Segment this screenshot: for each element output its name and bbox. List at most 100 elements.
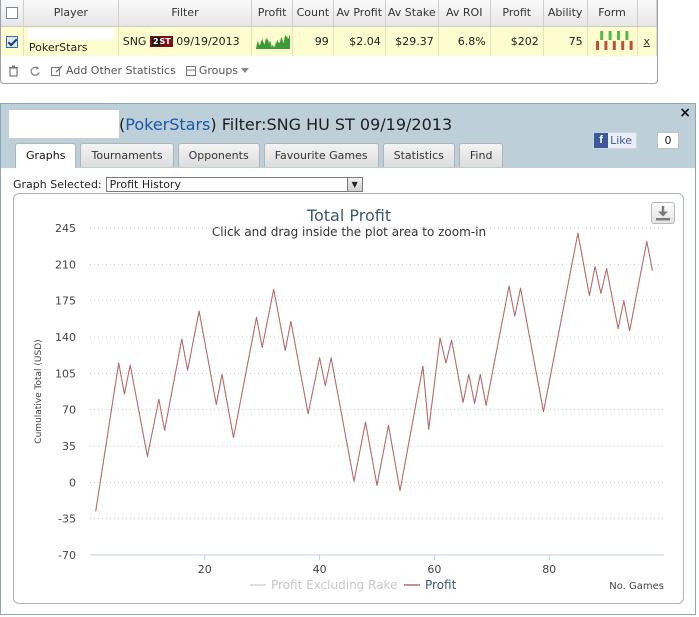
col-profit-graph-header[interactable]: Profit <box>251 0 294 27</box>
tab-favourite-games[interactable]: Favourite Games <box>263 143 379 167</box>
heads-up-st-icon: 2ST <box>149 35 173 47</box>
groups-icon <box>185 65 196 76</box>
graph-select-row: Graph Selected: Profit History ▼ <box>13 177 363 192</box>
row-checkbox[interactable] <box>5 35 18 48</box>
form-loss-bar <box>612 40 616 50</box>
stats-header-row: Player Filter Profit Count Av Profit Av … <box>1 0 658 27</box>
profit-cell: $202 <box>490 26 544 56</box>
player-stats-window: × (PokerStars) Filter:SNG HU ST 09/19/20… <box>0 103 696 615</box>
graph-select-dropdown[interactable]: Profit History ▼ <box>105 177 363 192</box>
chart-subtitle: Click and drag inside the plot area to z… <box>212 225 486 239</box>
sparkline-area <box>256 33 291 49</box>
col-ability-header[interactable]: Ability <box>543 0 588 27</box>
form-win-bar <box>599 30 603 40</box>
window-tabs: Graphs Tournaments Opponents Favourite G… <box>15 143 504 168</box>
chevron-down-icon[interactable]: ▼ <box>346 178 362 191</box>
x-tick-label: 60 <box>427 563 441 576</box>
download-icon <box>656 206 670 221</box>
y-tick-label: 140 <box>55 331 76 344</box>
title-filter: Filter:SNG HU ST 09/19/2013 <box>216 115 453 134</box>
form-win-bar <box>616 30 620 40</box>
refresh-icon[interactable] <box>29 65 41 77</box>
col-form-header[interactable]: Form <box>587 0 638 27</box>
count-cell: 99 <box>292 26 334 56</box>
add-other-statistics-button[interactable]: Add Other Statistics <box>51 64 176 77</box>
form-loss-bar <box>603 40 607 50</box>
profit-sparkline <box>256 33 291 49</box>
filter-date: 09/19/2013 <box>176 34 240 48</box>
select-all-checkbox[interactable] <box>5 7 18 20</box>
col-player-header[interactable]: Player <box>23 0 119 27</box>
y-tick-label: -70 <box>58 549 76 562</box>
form-win-bar <box>624 30 628 40</box>
facebook-icon: f <box>594 133 609 148</box>
av-stake-cell: $29.37 <box>385 26 439 56</box>
chevron-down-icon <box>241 67 250 73</box>
col-filter-header[interactable]: Filter <box>118 0 253 27</box>
x-axis-label: No. Games <box>609 581 664 592</box>
facebook-like-label: Like <box>610 134 632 147</box>
col-remove-header <box>637 0 658 27</box>
player-cell[interactable]: PokerStars <box>23 26 119 56</box>
tab-find[interactable]: Find <box>458 143 504 167</box>
series-line-profit[interactable] <box>95 232 654 512</box>
form-loss-bar <box>595 40 599 50</box>
chart-container[interactable]: Total Profit Click and drag inside the pl… <box>13 193 684 604</box>
y-tick-label: 70 <box>62 404 76 417</box>
col-count-header[interactable]: Count <box>292 0 334 27</box>
y-tick-label: 35 <box>62 440 76 453</box>
close-window-button[interactable]: × <box>679 105 691 121</box>
x-tick-label: 80 <box>542 563 556 576</box>
av-profit-cell: $2.04 <box>333 26 386 56</box>
table-row[interactable]: PokerStars SNG 2ST 09/19/2013 99 $2.04 $… <box>1 26 658 56</box>
tab-graphs[interactable]: Graphs <box>15 143 77 168</box>
form-loss-bar <box>620 40 624 50</box>
form-cell <box>587 26 638 56</box>
ability-cell: 75 <box>543 26 588 56</box>
player-name-redacted <box>9 110 119 138</box>
graph-selected-label: Graph Selected: <box>13 178 102 191</box>
x-tick-label: 40 <box>313 563 327 576</box>
stats-panel: Player Filter Profit Count Av Profit Av … <box>0 0 658 84</box>
legend-item[interactable]: Profit Excluding Rake <box>271 578 397 592</box>
facebook-like-count: 0 <box>657 132 679 149</box>
stats-table: Player Filter Profit Count Av Profit Av … <box>1 0 658 56</box>
av-roi-cell: 6.8% <box>438 26 491 56</box>
legend-item[interactable]: Profit <box>425 578 457 592</box>
select-all-header[interactable] <box>1 0 24 27</box>
player-site: PokerStars <box>28 41 88 54</box>
form-loss-bar <box>629 40 633 50</box>
tab-tournaments[interactable]: Tournaments <box>80 143 174 167</box>
edit-icon <box>51 65 63 76</box>
tab-opponents[interactable]: Opponents <box>177 143 260 167</box>
title-site-link[interactable]: PokerStars <box>125 115 211 134</box>
player-name-redacted <box>27 27 114 40</box>
facebook-like-button[interactable]: f Like <box>593 132 637 149</box>
groups-label: Groups <box>198 64 239 77</box>
remove-row-button[interactable]: x <box>643 34 651 48</box>
y-axis-label: Cumulative Total (USD) <box>34 339 44 443</box>
col-av-roi-header[interactable]: Av ROI <box>438 0 491 27</box>
y-tick-label: 175 <box>55 295 76 308</box>
profit-sparkline-cell <box>251 26 294 56</box>
y-tick-label: 105 <box>55 367 76 380</box>
stats-toolbar: Add Other Statistics Groups <box>1 58 657 83</box>
remove-cell[interactable]: x <box>637 26 658 56</box>
x-tick-label: 20 <box>198 563 212 576</box>
row-checkbox-cell[interactable] <box>1 26 24 56</box>
tab-statistics[interactable]: Statistics <box>382 143 455 167</box>
chart-title: Total Profit <box>306 206 391 225</box>
filter-cell[interactable]: SNG 2ST 09/19/2013 <box>118 26 253 56</box>
graph-select-value: Profit History <box>109 178 181 191</box>
groups-menu-button[interactable]: Groups <box>185 64 250 77</box>
col-profit-header[interactable]: Profit <box>490 0 544 27</box>
window-title: (PokerStars) Filter:SNG HU ST 09/19/2013 <box>119 115 453 134</box>
y-tick-label: -35 <box>58 513 76 526</box>
trash-icon[interactable] <box>7 65 19 77</box>
y-tick-label: 245 <box>55 222 76 235</box>
filter-prefix: SNG <box>122 34 147 48</box>
col-av-stake-header[interactable]: Av Stake <box>385 0 439 27</box>
col-av-profit-header[interactable]: Av Profit <box>333 0 386 27</box>
export-chart-button[interactable] <box>651 202 675 224</box>
